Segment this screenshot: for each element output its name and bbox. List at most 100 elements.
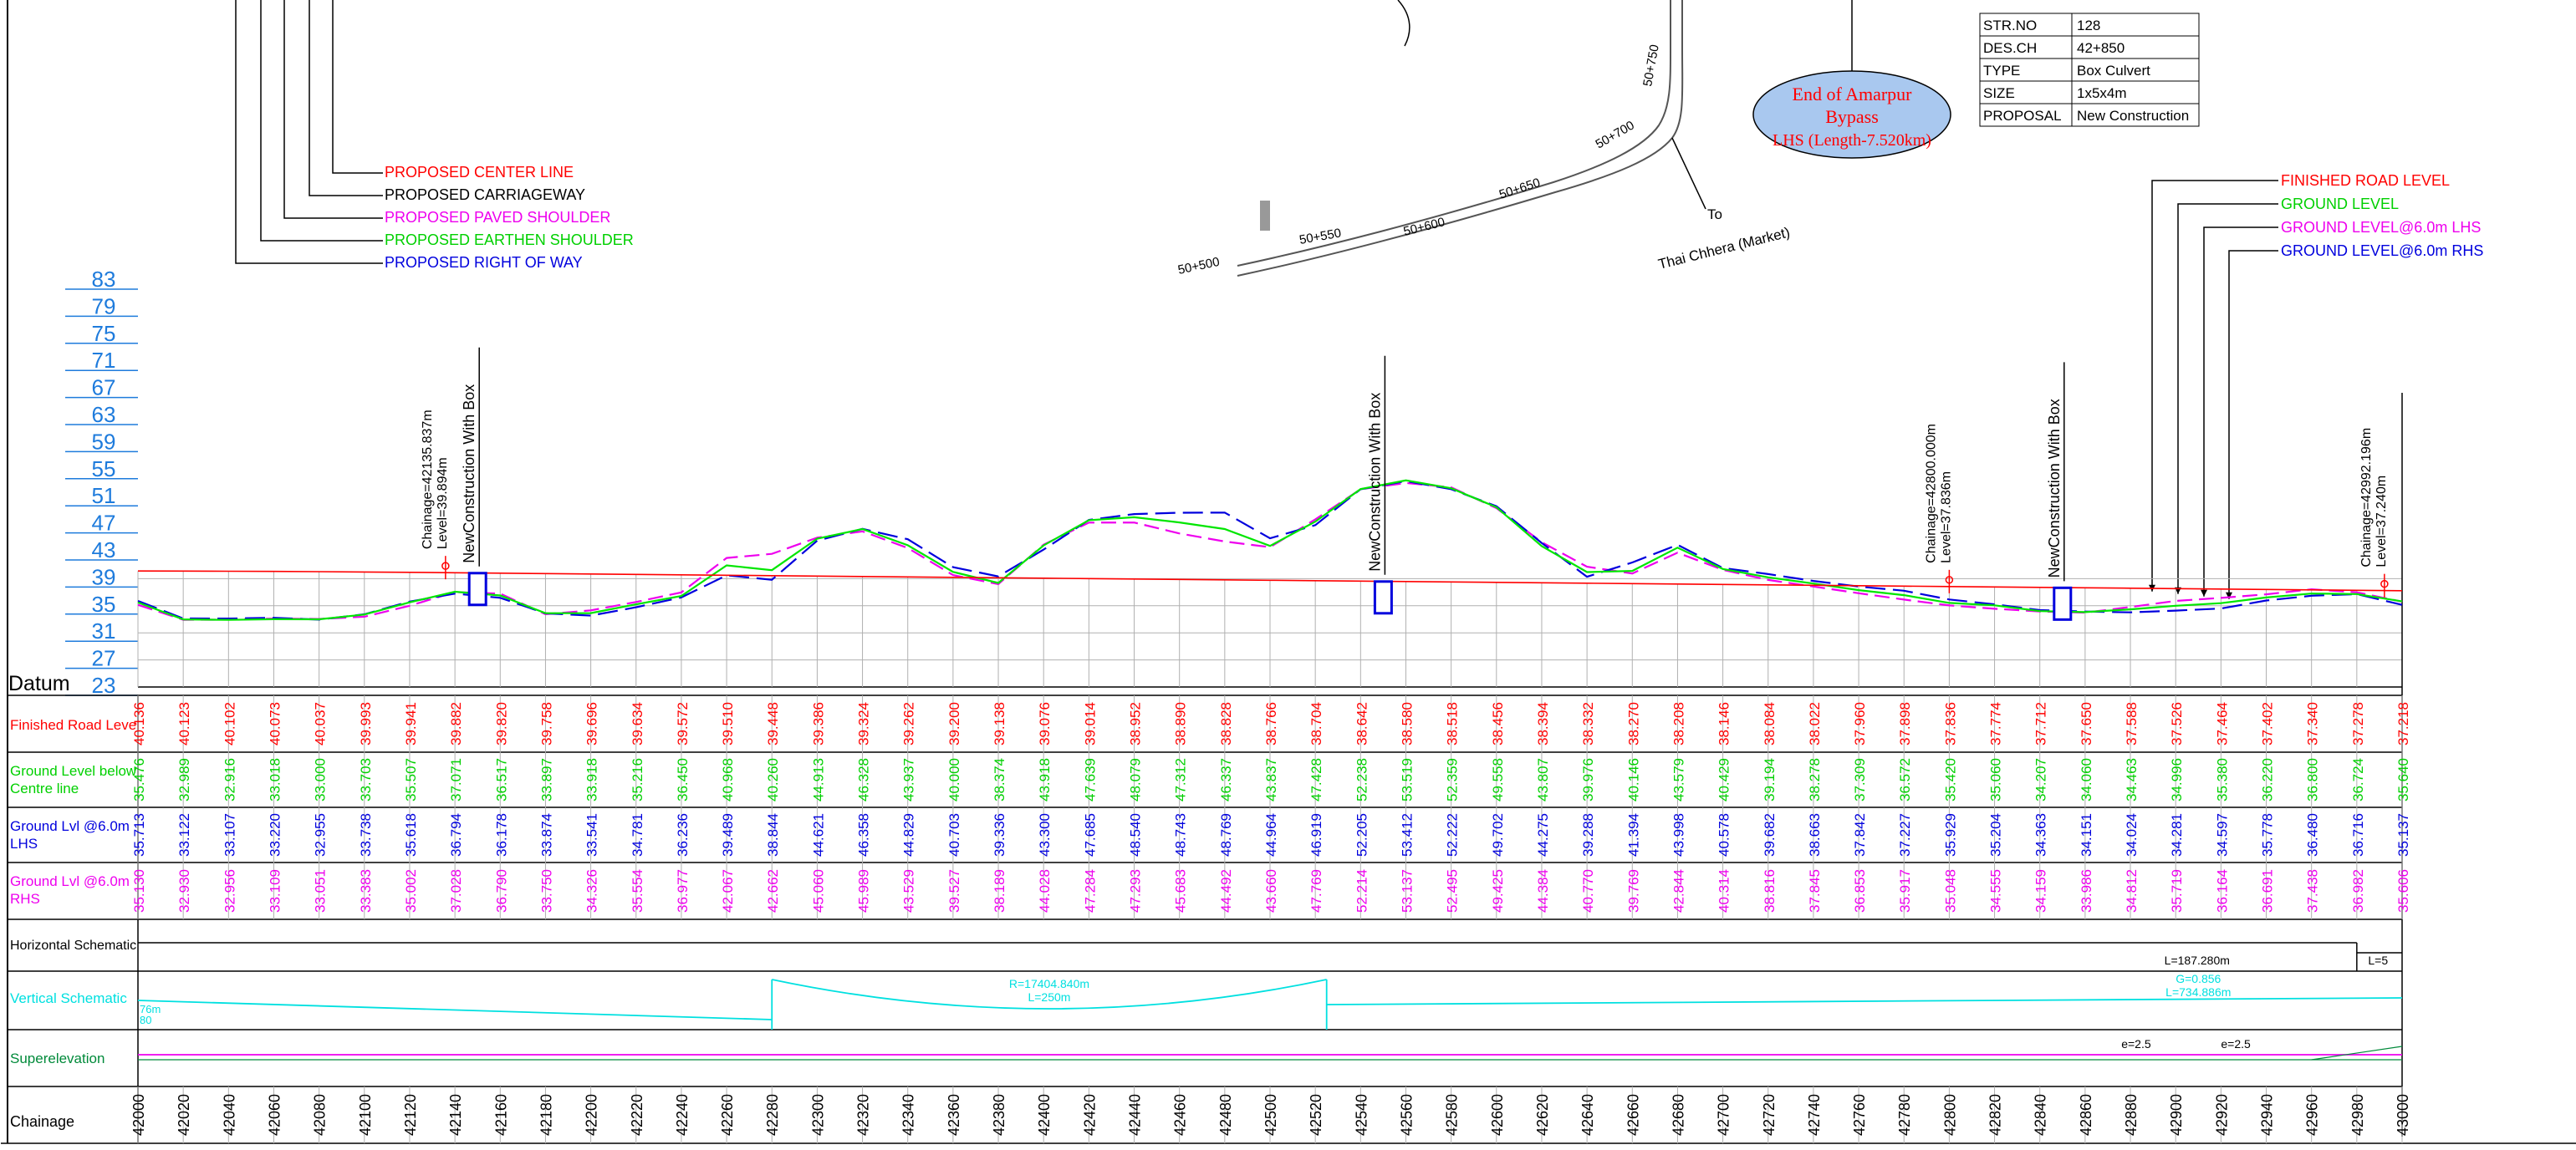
band-value: 39.200 (946, 702, 962, 745)
band-value: 40.770 (1580, 869, 1596, 913)
band-value: 46.337 (1218, 758, 1234, 801)
structure-table-value: Box Culvert (2077, 63, 2150, 79)
legend-right: FINISHED ROAD LEVEL GROUND LEVEL GROUND LE… (2149, 172, 2483, 599)
band-value: 35.917 (1897, 869, 1913, 913)
bypass-line-2: Bypass (1825, 106, 1879, 127)
band-value: 36.480 (2305, 813, 2321, 857)
band-value: 40.314 (1716, 869, 1732, 913)
to-label: To (1707, 206, 1722, 222)
band-value: 36.572 (1897, 758, 1913, 801)
chainage-label: Chainage (10, 1113, 74, 1130)
y-tick-label: 39 (92, 564, 116, 589)
annotation-chainage: Chainage=42800.000m (1924, 424, 1938, 563)
band-value: 42.067 (720, 869, 736, 913)
structure-table-cell (2071, 103, 2200, 127)
band-value: 43.837 (1263, 758, 1279, 801)
band-value: 43.660 (1263, 869, 1279, 913)
band-value: 44.384 (1535, 869, 1551, 913)
band-value: 38.952 (1128, 702, 1144, 745)
band-value: 34.555 (1988, 869, 2004, 913)
chainage-tick-label: 42320 (855, 1094, 872, 1136)
annotations: Chainage=42135.837m Level=39.894m Chainage… (421, 347, 2389, 621)
band-value: 36.800 (2305, 758, 2321, 801)
chainage-tick-label: 42860 (2078, 1094, 2094, 1136)
legend-right-leader (2228, 250, 2278, 599)
band-value: 47.284 (1082, 869, 1098, 913)
culvert-label: NewConstruction With Box (1366, 393, 1383, 572)
plan-chainage-label: 50+550 (1298, 226, 1343, 247)
band-value: 39.138 (992, 702, 1007, 745)
band-value: 35.476 (131, 758, 147, 801)
band-value: 37.309 (1852, 758, 1868, 801)
band-value: 45.989 (856, 869, 872, 913)
chainage-tick-label: 42500 (1262, 1094, 1279, 1136)
band-value: 37.960 (1852, 702, 1868, 745)
band-value: 35.719 (2169, 869, 2185, 913)
band-value: 39.324 (856, 702, 872, 745)
band-value: 49.425 (1490, 869, 1506, 913)
legend-left-item: PROPOSED EARTHEN SHOULDER (385, 232, 634, 248)
legend-right-item: GROUND LEVEL (2281, 196, 2399, 212)
chainage-tick-label: 42980 (2349, 1094, 2366, 1136)
band-value: 38.022 (1807, 702, 1823, 745)
datum-label: Datum (8, 672, 70, 695)
structure-table-value: New Construction (2077, 108, 2189, 124)
super-value-2: e=2.5 (2221, 1037, 2251, 1051)
band-value: 40.260 (765, 758, 781, 801)
band-value: 47.639 (1082, 758, 1098, 801)
band-value: 47.769 (1308, 869, 1324, 913)
legend-left-item: PROPOSED PAVED SHOULDER (385, 209, 610, 226)
super-transition (2311, 1046, 2403, 1061)
chainage-tick-label: 42220 (629, 1094, 645, 1136)
band-value: 39.527 (946, 869, 962, 913)
culvert-label: NewConstruction With Box (461, 384, 477, 563)
structure-table-cell (1979, 80, 2073, 104)
chainage-tick-label: 42460 (1172, 1094, 1189, 1136)
band-value: 42.662 (765, 869, 781, 913)
band-value: 33.897 (538, 758, 554, 801)
band-value: 38.518 (1445, 702, 1461, 745)
band-value: 34.060 (2079, 758, 2094, 801)
band-value: 38.580 (1399, 702, 1415, 745)
chainage-tick-label: 42040 (221, 1094, 237, 1136)
band-value: 49.558 (1490, 758, 1506, 801)
band-value: 36.790 (493, 869, 509, 913)
band-value: 43.300 (1037, 813, 1053, 857)
chainage-tick-label: 42620 (1534, 1094, 1551, 1136)
band-value: 47.293 (1128, 869, 1144, 913)
chainage-tick-label: 42940 (2259, 1094, 2276, 1136)
legend-right-item: GROUND LEVEL@6.0m RHS (2281, 242, 2483, 259)
chainage-tick-label: 42400 (1036, 1094, 1053, 1136)
structure-table-key: TYPE (1983, 63, 2020, 79)
band-value: 44.621 (810, 813, 826, 857)
band-value: 32.955 (313, 813, 329, 857)
band-value: 37.588 (2124, 702, 2140, 745)
v-grade-label: G=0.856 (2176, 972, 2221, 985)
y-tick-label: 43 (92, 537, 116, 562)
legend-left-item: PROPOSED CENTER LINE (385, 164, 574, 181)
legend-left-leader (260, 0, 383, 242)
band-value: 38.642 (1354, 702, 1370, 745)
band-value: 34.812 (2124, 869, 2140, 913)
band-value: 39.993 (358, 702, 374, 745)
band-value: 39.262 (901, 702, 917, 745)
structure-table-value: 42+850 (2077, 40, 2125, 56)
band-value: 40.000 (946, 758, 962, 801)
band-value: 44.829 (901, 813, 917, 857)
legend-right-item: FINISHED ROAD LEVEL (2281, 172, 2450, 189)
band-value: 33.541 (584, 813, 600, 857)
band-value: 46.919 (1308, 813, 1324, 857)
v-start-label-2: 80 (140, 1014, 151, 1026)
band-value: 35.380 (2214, 758, 2230, 801)
band-value: 43.529 (901, 869, 917, 913)
band-value: 35.640 (2395, 758, 2411, 801)
chainage-tick-label: 42960 (2304, 1094, 2321, 1136)
band-label: Ground Lvl @6.0m RHS (10, 873, 130, 907)
band-value: 34.151 (2079, 813, 2094, 857)
chainage-tick-label: 42260 (719, 1094, 736, 1136)
y-tick-label: 27 (92, 646, 116, 671)
band-value: 39.386 (810, 702, 826, 745)
band-value: 35.420 (1942, 758, 1958, 801)
band-value: 52.238 (1354, 758, 1370, 801)
band-label-line: RHS (10, 891, 40, 907)
